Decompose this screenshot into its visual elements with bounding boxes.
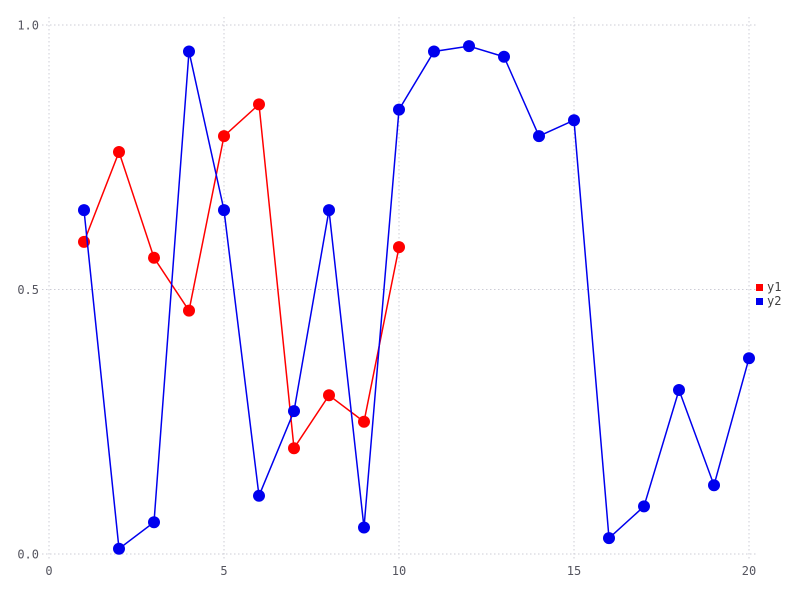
data-point-y2 — [603, 532, 615, 545]
data-point-y2 — [393, 103, 405, 116]
series-line-y2 — [83, 45, 750, 551]
data-point-y1 — [183, 304, 195, 317]
data-point-y2 — [533, 130, 545, 143]
data-point-y1 — [253, 98, 265, 111]
legend-swatch-y2-icon — [756, 297, 763, 305]
data-point-y2 — [288, 405, 300, 418]
data-point-y2 — [568, 114, 580, 127]
data-point-y2 — [673, 384, 685, 397]
data-point-y2 — [323, 204, 335, 217]
data-point-y2 — [113, 542, 125, 555]
data-point-y2 — [148, 516, 160, 529]
data-point-y2 — [708, 479, 720, 492]
legend-label-y1: y1 — [767, 280, 782, 294]
data-point-y2 — [183, 45, 195, 58]
legend-swatch-y1-icon — [756, 283, 763, 291]
x-tick-label: 10 — [392, 564, 406, 578]
data-point-y2 — [428, 45, 440, 58]
y-tick-label: 0.0 — [17, 548, 39, 562]
x-tick-label: 5 — [220, 564, 227, 578]
data-point-y2 — [78, 204, 90, 217]
data-point-y2 — [498, 50, 510, 63]
data-point-y1 — [323, 389, 335, 402]
data-point-y2 — [638, 500, 650, 513]
legend-label-y2: y2 — [767, 294, 782, 308]
data-point-y2 — [253, 489, 265, 502]
data-point-y2 — [743, 352, 755, 365]
y-tick-label: 1.0 — [17, 19, 39, 33]
data-point-y1 — [113, 145, 125, 158]
data-point-y2 — [358, 521, 370, 534]
legend-item-y2: y2 — [756, 294, 781, 308]
data-point-y1 — [288, 442, 300, 455]
x-tick-label: 0 — [45, 564, 52, 578]
data-point-y2 — [218, 204, 230, 217]
legend: y1 y2 — [756, 280, 781, 308]
x-tick-label: 20 — [742, 564, 756, 578]
legend-item-y1: y1 — [756, 280, 781, 294]
y-tick-label: 0.5 — [17, 283, 39, 297]
x-tick-label: 15 — [567, 564, 581, 578]
data-point-y1 — [358, 415, 370, 428]
data-point-y1 — [393, 241, 405, 254]
data-point-y1 — [218, 130, 230, 143]
series-line-y1 — [83, 102, 400, 451]
data-point-y2 — [463, 40, 475, 53]
data-point-y1 — [148, 251, 160, 264]
